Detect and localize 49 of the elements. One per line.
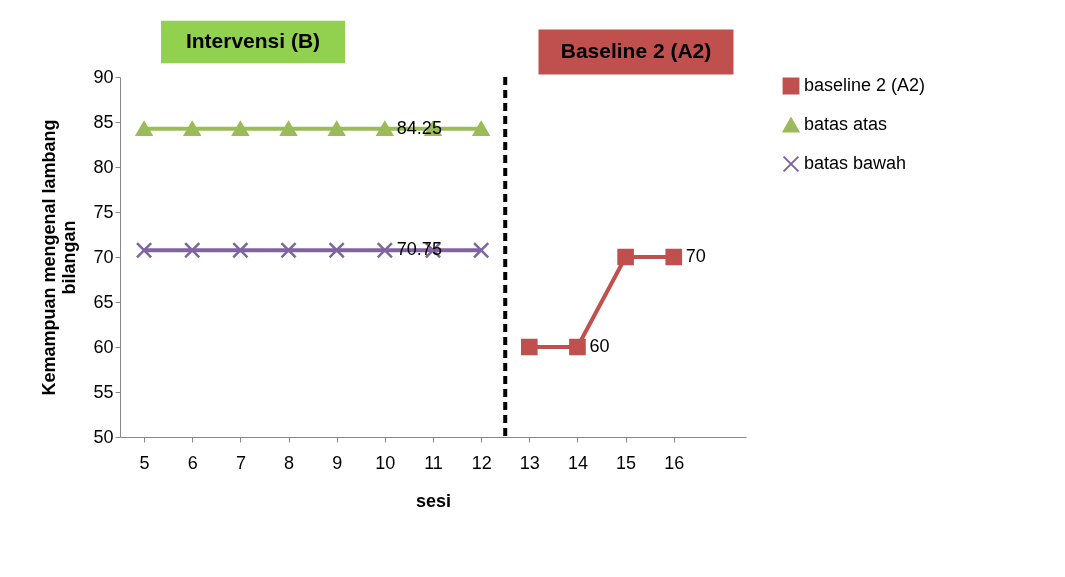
x-tick-label: 15 <box>616 452 637 473</box>
y-tick-label: 85 <box>93 111 114 132</box>
y-tick-label: 90 <box>93 66 114 87</box>
x-tick-label: 12 <box>471 452 492 473</box>
point <box>135 241 153 259</box>
point <box>520 338 538 356</box>
data-label: 70 <box>685 246 706 266</box>
text: Intervensi (B) <box>185 29 321 52</box>
point <box>376 241 394 259</box>
point <box>665 248 683 266</box>
legend-label: batas bawah <box>804 153 907 173</box>
y-tick-label: 65 <box>93 291 114 312</box>
point <box>232 121 249 137</box>
y-tick-label: 70 <box>93 246 114 267</box>
point <box>376 121 394 137</box>
point <box>569 338 586 356</box>
x-tick-label: 9 <box>332 452 343 473</box>
x-tick-label: 6 <box>187 452 198 473</box>
point <box>617 248 634 266</box>
point <box>328 121 346 137</box>
x-tick-label: 14 <box>567 452 588 473</box>
point <box>280 121 297 137</box>
legend-label: batas atas <box>804 114 888 134</box>
text: Baseline 2 (A2) <box>560 39 712 62</box>
x-tick-label: 16 <box>664 452 685 473</box>
x-tick-label: 8 <box>284 452 295 473</box>
y-tick-label: 50 <box>93 426 114 447</box>
legend-label: baseline 2 (A2) <box>804 75 926 95</box>
x-tick-label: 10 <box>375 452 396 473</box>
point <box>183 241 201 259</box>
data-label: 60 <box>589 336 610 356</box>
point <box>280 241 297 259</box>
x-tick-label: 13 <box>519 452 540 473</box>
point <box>183 121 201 137</box>
y-tick-label: 60 <box>93 336 114 357</box>
point <box>472 241 490 259</box>
y-tick-label: 80 <box>93 156 114 177</box>
point <box>135 121 153 137</box>
point <box>328 241 346 259</box>
y-axis-title: Kemampuan mengenal lambang bilangan <box>39 119 80 396</box>
point <box>472 121 490 137</box>
point <box>232 241 249 259</box>
x-tick-label: 7 <box>235 452 246 473</box>
y-tick-label: 55 <box>93 381 114 402</box>
y-tick-label: 75 <box>93 201 114 222</box>
x-tick-label: 11 <box>424 452 443 473</box>
x-axis-title: sesi <box>415 490 452 511</box>
x-tick-label: 5 <box>139 452 150 473</box>
data-label: 70.75 <box>396 239 442 260</box>
